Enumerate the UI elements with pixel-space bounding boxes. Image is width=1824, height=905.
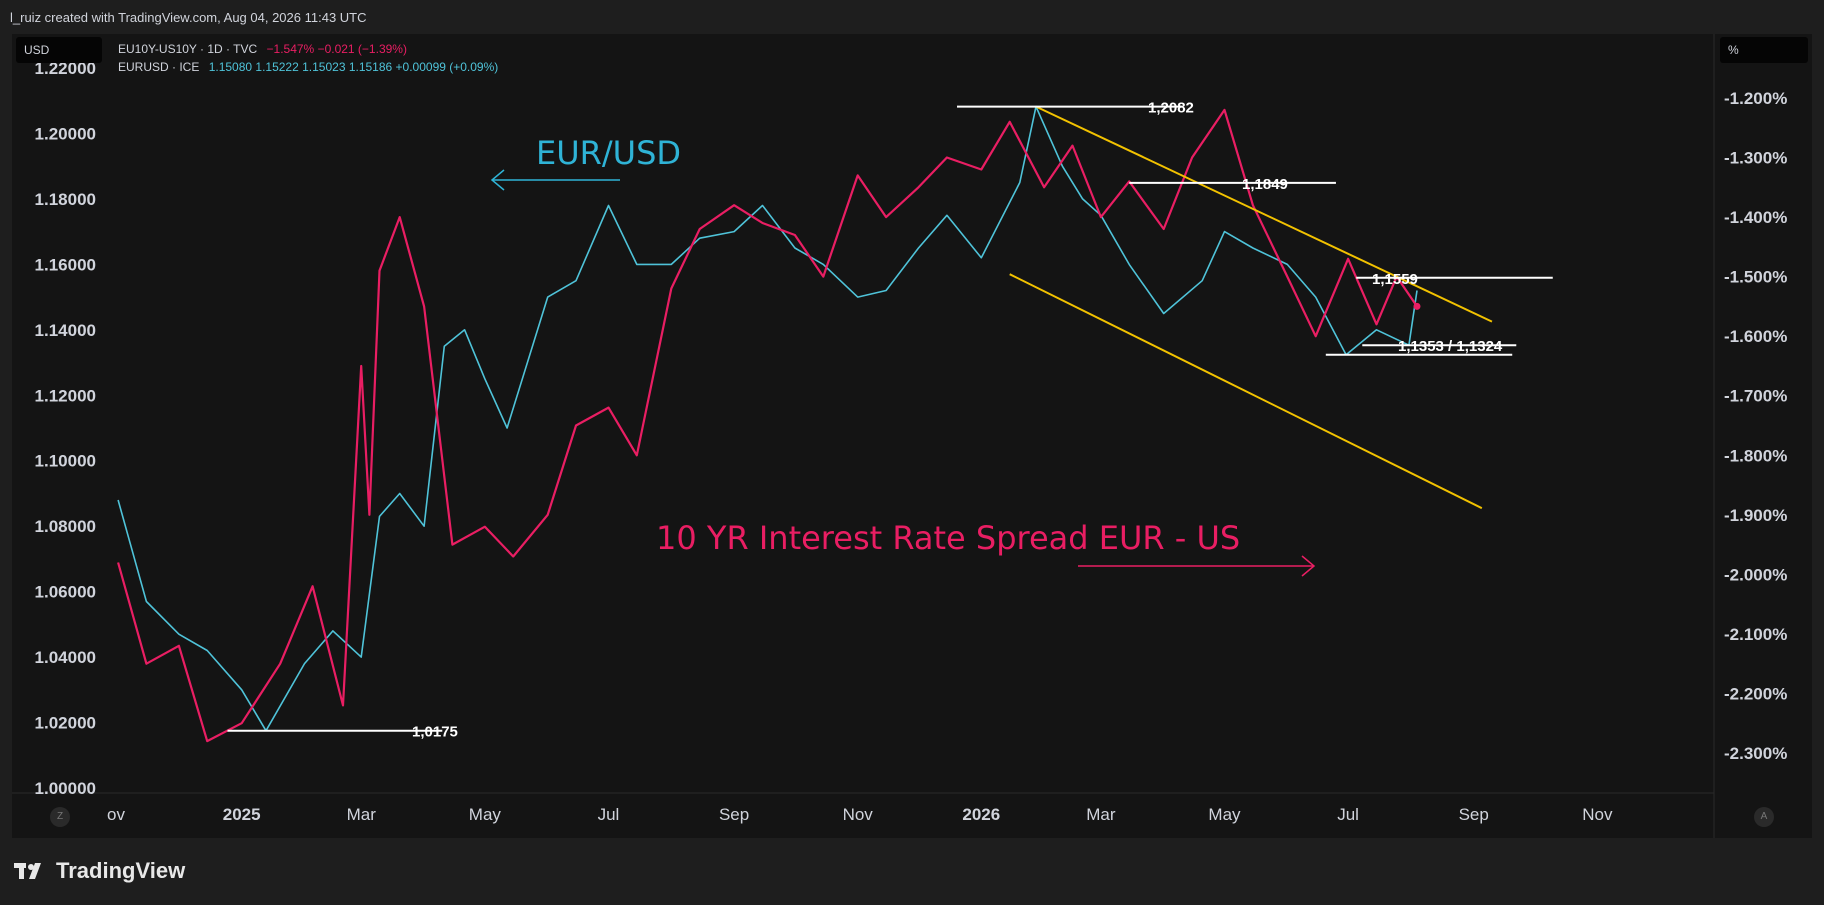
time-axis-tick-label: Jul [598,805,620,824]
zoom-corner-label: Z [56,811,64,822]
right-axis-tick-label: -2.100% [1724,625,1787,644]
auto-scale-label: A [1760,811,1768,822]
spread-annotation-label: 10 YR Interest Rate Spread EUR - US [656,519,1240,557]
left-axis-tick-label: 1.10000 [35,452,96,471]
right-axis-tick-label: -2.000% [1724,565,1787,584]
right-axis-unit-pill[interactable]: % [1720,37,1808,63]
spread-right-arrow-head [1301,555,1316,577]
right-axis-tick-label: -2.200% [1724,684,1787,703]
left-axis-tick-label: 1.22000 [35,59,96,78]
credit-text: l_ruiz created with TradingView.com, Aug… [10,10,367,25]
time-axis-tick-label: Mar [1086,805,1116,824]
time-axis-tick-label: 2025 [223,805,261,824]
legend-eurusd-symbol: EURUSD · ICE [118,60,200,74]
left-axis-tick-label: 1.20000 [35,124,96,143]
left-axis-tick-label: 1.14000 [35,321,96,340]
right-axis-strip[interactable] [1714,34,1812,838]
time-axis-tick-label: May [1208,805,1241,824]
right-axis-tick-label: -1.200% [1724,89,1787,108]
tradingview-logo-icon [14,861,48,881]
right-axis-unit: % [1728,43,1739,57]
tradingview-logo[interactable]: TradingView [14,858,185,884]
channel-trendline[interactable] [1009,273,1483,510]
left-axis-tick-label: 1.18000 [35,190,96,209]
left-axis-tick-label: 1.04000 [35,648,96,667]
spread-series-line[interactable] [117,108,1418,743]
left-axis-tick-label: 1.08000 [35,517,96,536]
right-axis-tick-label: -1.900% [1724,506,1787,525]
legend-eurusd-values: 1.15080 1.15222 1.15023 1.15186 +0.00099… [208,60,499,74]
left-axis-tick-label: 1.12000 [35,386,96,405]
legend-spread-symbol: EU10Y-US10Y · 1D · TVC [118,42,258,56]
left-axis-unit-pill[interactable]: USD [16,37,102,63]
time-axis-tick-label: Nov [1582,805,1613,824]
right-axis-tick-label: -1.300% [1724,149,1787,168]
right-axis-tick-label: -1.400% [1724,208,1787,227]
time-axis-tick-label: Nov [843,805,874,824]
time-axis-tick-label: ov [107,805,125,824]
level-label: 1,1353 / 1,1324 [1398,338,1503,355]
level-label: 1,0175 [412,724,458,741]
level-label: 1,1559 [1372,271,1418,288]
left-axis-tick-label: 1.00000 [35,779,96,798]
legend-row-eurusd[interactable]: EURUSD · ICE 1.15080 1.15222 1.15023 1.1… [118,58,498,76]
time-axis-tick-label: Jul [1337,805,1359,824]
left-axis-tick-label: 1.02000 [35,714,96,733]
level-label: 1,2082 [1148,100,1194,117]
chart-panel[interactable] [12,34,1812,838]
eurusd-left-arrow-head [490,169,505,191]
auto-scale-button[interactable]: A [1754,807,1774,827]
right-axis-tick-label: -1.700% [1724,387,1787,406]
channel-trendline[interactable] [1035,105,1493,323]
left-axis-unit: USD [24,43,50,57]
time-axis-tick-label: May [469,805,502,824]
left-axis-tick-label: 1.06000 [35,583,96,602]
zoom-corner-button[interactable]: Z [50,807,70,827]
time-axis-tick-label: Sep [719,805,749,824]
legend-spread-values: −1.547% −0.021 (−1.39%) [266,42,407,56]
right-axis-tick-label: -2.300% [1724,744,1787,763]
level-label: 1,1849 [1242,176,1288,193]
time-axis-tick-label: Sep [1459,805,1489,824]
time-axis-tick-label: 2026 [962,805,1000,824]
top-credit-bar: l_ruiz created with TradingView.com, Aug… [0,0,1824,34]
right-axis-tick-label: -1.500% [1724,268,1787,287]
eurusd-annotation-label: EUR/USD [536,134,681,172]
spread-last-point [1413,302,1421,310]
left-axis-tick-label: 1.16000 [35,255,96,274]
tradingview-brand: TradingView [56,858,186,883]
legend-row-spread[interactable]: EU10Y-US10Y · 1D · TVC −1.547% −0.021 (−… [118,40,498,58]
series-legend: EU10Y-US10Y · 1D · TVC −1.547% −0.021 (−… [118,40,498,76]
right-axis-tick-label: -1.600% [1724,327,1787,346]
eurusd-series-line[interactable] [117,105,1418,732]
right-axis-tick-label: -1.800% [1724,446,1787,465]
time-axis-tick-label: Mar [347,805,377,824]
